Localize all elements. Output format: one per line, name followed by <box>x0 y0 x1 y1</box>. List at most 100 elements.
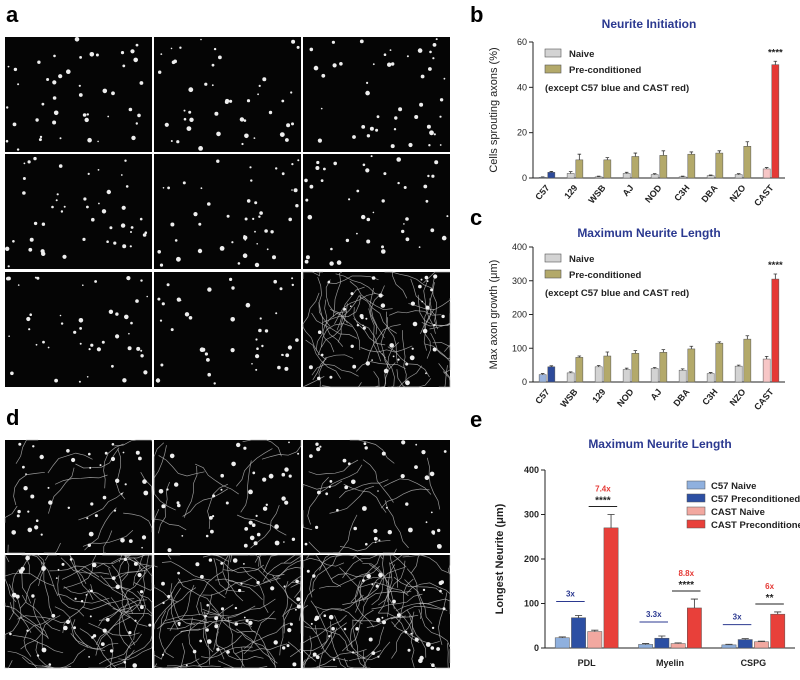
cell <box>316 447 320 451</box>
cell <box>317 377 321 381</box>
cell <box>71 458 75 462</box>
cell <box>81 600 83 602</box>
cell <box>426 200 429 203</box>
cell <box>112 443 115 446</box>
bar <box>595 177 602 178</box>
cell <box>382 620 386 624</box>
cell <box>283 541 285 543</box>
cell <box>102 209 106 213</box>
bar <box>735 175 742 178</box>
cell <box>381 617 383 619</box>
error-bar <box>690 346 694 349</box>
bar <box>623 370 630 382</box>
cell <box>80 343 82 345</box>
cell <box>214 112 218 116</box>
cell <box>177 298 181 302</box>
cell <box>259 211 263 215</box>
fold-change: 6x <box>765 582 774 591</box>
y-tick-label: 400 <box>512 242 527 252</box>
cell <box>130 245 132 247</box>
cell <box>296 597 300 601</box>
cell <box>142 535 146 539</box>
significance: **** <box>595 496 611 507</box>
cell <box>371 155 373 157</box>
cell <box>162 302 165 305</box>
fold-change: 3x <box>566 590 575 599</box>
cell <box>252 218 254 220</box>
cell <box>414 465 418 469</box>
cell <box>214 48 216 50</box>
cell <box>56 199 58 201</box>
cell <box>95 514 98 517</box>
legend-swatch <box>545 49 561 57</box>
cell <box>22 191 26 195</box>
x-tick-label: AJ <box>648 387 663 402</box>
cell <box>46 78 49 81</box>
cell <box>87 376 89 378</box>
cell <box>30 238 34 242</box>
cell <box>362 579 365 582</box>
cell <box>331 627 335 631</box>
cell <box>277 366 281 370</box>
bar <box>632 353 639 382</box>
cell <box>184 118 187 121</box>
cell <box>116 585 120 589</box>
bar <box>604 528 618 648</box>
x-tick-label: C3H <box>700 387 719 407</box>
cell <box>429 130 434 135</box>
bar <box>738 640 752 648</box>
cell <box>250 179 252 181</box>
cell <box>244 134 249 139</box>
cell <box>162 602 164 604</box>
cell <box>40 455 44 459</box>
cell <box>174 482 178 486</box>
cell <box>6 106 8 108</box>
cell <box>177 572 180 575</box>
cell <box>280 132 285 137</box>
cell <box>377 115 380 118</box>
bar <box>660 352 667 382</box>
bar <box>772 65 779 178</box>
cell <box>90 502 93 505</box>
cell <box>356 233 358 235</box>
cell <box>292 538 295 541</box>
cell <box>280 287 283 290</box>
cell <box>439 590 442 593</box>
cell <box>138 457 142 461</box>
cell <box>100 464 102 466</box>
cell <box>17 148 19 150</box>
cell <box>377 656 379 658</box>
cell <box>441 315 444 318</box>
bar <box>576 160 583 178</box>
cell <box>206 358 210 362</box>
cell <box>200 347 205 352</box>
cell <box>423 329 428 334</box>
cell <box>42 103 45 106</box>
cell <box>274 524 279 529</box>
cell <box>258 329 262 333</box>
bar <box>688 154 695 178</box>
bar <box>772 279 779 382</box>
cell <box>225 100 229 104</box>
cell <box>115 312 118 315</box>
cell <box>162 654 164 656</box>
cell <box>363 327 366 330</box>
cell <box>289 475 292 478</box>
cell <box>292 662 296 666</box>
cell <box>366 82 368 84</box>
cell <box>377 490 379 492</box>
cell <box>428 67 432 71</box>
cell <box>348 462 351 465</box>
cell <box>107 190 111 194</box>
cell <box>111 457 115 461</box>
cell <box>343 459 347 463</box>
cell <box>123 452 125 454</box>
cell <box>121 51 124 54</box>
cell <box>146 296 148 298</box>
error-bar <box>575 616 582 618</box>
bar <box>651 175 658 178</box>
cell <box>210 530 214 534</box>
cell <box>427 280 429 282</box>
cell <box>53 96 57 100</box>
cell <box>135 299 139 303</box>
